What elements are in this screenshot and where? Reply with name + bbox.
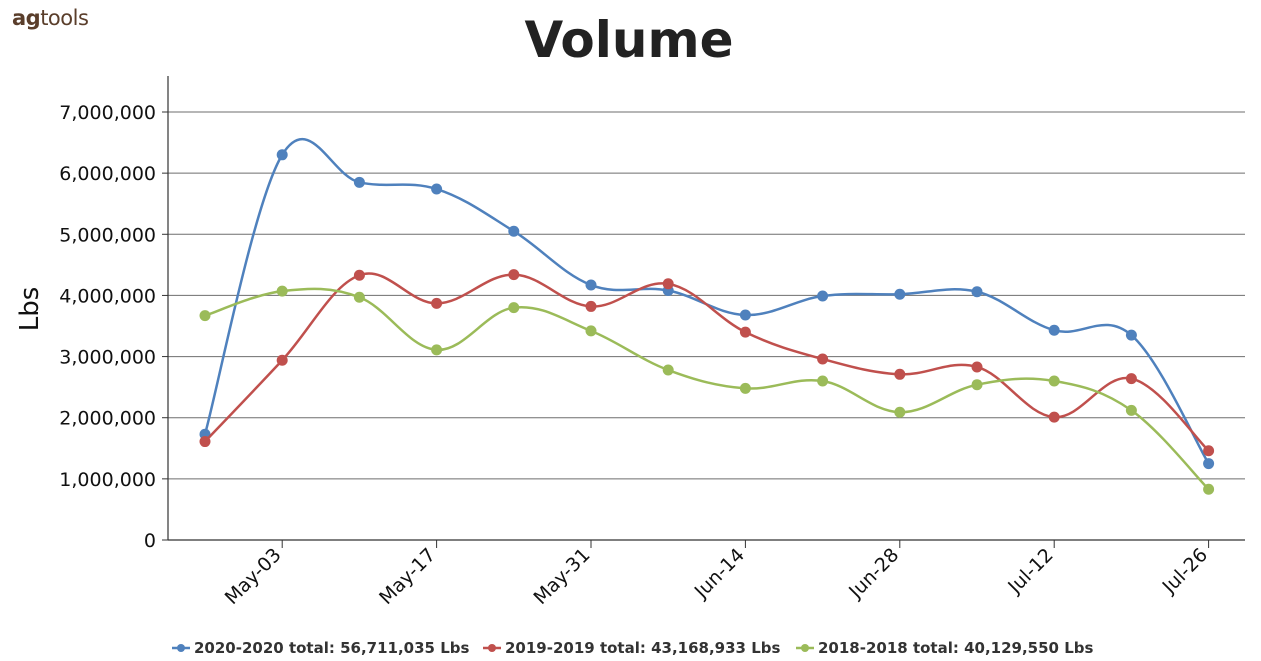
data-point[interactable] xyxy=(1203,445,1215,457)
x-tick-label: Jul-26 xyxy=(1158,544,1212,598)
data-point[interactable] xyxy=(585,279,597,291)
data-point[interactable] xyxy=(585,300,597,312)
y-tick-label: 1,000,000 xyxy=(59,469,156,491)
series-layer xyxy=(199,137,1215,495)
y-axis-label: Lbs xyxy=(15,287,45,332)
data-point[interactable] xyxy=(662,364,674,376)
data-point[interactable] xyxy=(739,309,751,321)
data-point[interactable] xyxy=(508,302,520,314)
data-point[interactable] xyxy=(1048,324,1060,336)
y-axis-ticks: 0 1,000,000 2,000,000 3,000,000 4,000,000 5,0… xyxy=(59,102,168,552)
data-point[interactable] xyxy=(1203,458,1215,470)
y-tick-label: 5,000,000 xyxy=(59,224,156,246)
data-point[interactable] xyxy=(662,278,674,290)
data-point[interactable] xyxy=(585,325,597,337)
data-point[interactable] xyxy=(817,375,829,387)
y-tick-label: 4,000,000 xyxy=(59,285,156,307)
legend-label: 2019-2019 total: 43,168,933 Lbs xyxy=(505,639,780,657)
data-point[interactable] xyxy=(894,368,906,380)
data-point[interactable] xyxy=(894,406,906,418)
data-point[interactable] xyxy=(431,344,443,356)
x-axis-ticks: May-03 May-17 May-31 Jun-14 Jun-28 Jul-12 Jul-… xyxy=(221,540,1212,609)
data-point[interactable] xyxy=(971,379,983,391)
data-point[interactable] xyxy=(1125,373,1137,385)
legend-marker xyxy=(488,644,496,652)
x-tick-label: Jul-12 xyxy=(1003,544,1057,598)
series-1 xyxy=(199,137,1215,470)
agtools-logo: agtools xyxy=(12,6,89,30)
data-point[interactable] xyxy=(353,291,365,303)
data-point[interactable] xyxy=(971,286,983,298)
legend[interactable]: 2020-2020 total: 56,711,035 Lbs 2019-2019… xyxy=(172,639,1093,657)
data-point[interactable] xyxy=(199,436,211,448)
y-tick-label: 7,000,000 xyxy=(59,102,156,124)
x-tick-label: Jun-14 xyxy=(690,544,749,603)
data-point[interactable] xyxy=(739,382,751,394)
data-point[interactable] xyxy=(817,353,829,365)
data-point[interactable] xyxy=(817,290,829,302)
data-point[interactable] xyxy=(199,310,211,322)
legend-label: 2018-2018 total: 40,129,550 Lbs xyxy=(818,639,1093,657)
axes xyxy=(167,76,1245,541)
legend-item-2[interactable]: 2019-2019 total: 43,168,933 Lbs xyxy=(483,639,780,657)
legend-item-1[interactable]: 2020-2020 total: 56,711,035 Lbs xyxy=(172,639,469,657)
y-tick-label: 2,000,000 xyxy=(59,408,156,430)
legend-item-3[interactable]: 2018-2018 total: 40,129,550 Lbs xyxy=(796,639,1093,657)
chart-title: Volume xyxy=(524,11,733,69)
y-tick-label: 6,000,000 xyxy=(59,163,156,185)
data-point[interactable] xyxy=(508,225,520,237)
x-tick-label: May-31 xyxy=(529,544,594,609)
data-point[interactable] xyxy=(1048,375,1060,387)
x-tick-label: May-03 xyxy=(221,544,286,609)
data-point[interactable] xyxy=(1125,404,1137,416)
data-point[interactable] xyxy=(894,288,906,300)
series-3 xyxy=(199,285,1215,495)
data-point[interactable] xyxy=(739,326,751,338)
data-point[interactable] xyxy=(431,297,443,309)
data-point[interactable] xyxy=(276,149,288,161)
legend-label: 2020-2020 total: 56,711,035 Lbs xyxy=(194,639,469,657)
legend-marker xyxy=(177,644,185,652)
data-point[interactable] xyxy=(1203,483,1215,495)
data-point[interactable] xyxy=(431,183,443,195)
data-point[interactable] xyxy=(971,361,983,373)
data-point[interactable] xyxy=(353,176,365,188)
y-tick-label: 0 xyxy=(144,530,156,552)
series-line xyxy=(204,287,1210,491)
data-point[interactable] xyxy=(1048,411,1060,423)
data-point[interactable] xyxy=(1125,329,1137,341)
x-tick-label: Jun-28 xyxy=(844,544,903,603)
data-point[interactable] xyxy=(508,269,520,281)
y-tick-label: 3,000,000 xyxy=(59,347,156,369)
data-point[interactable] xyxy=(276,285,288,297)
data-point[interactable] xyxy=(276,354,288,366)
legend-marker xyxy=(801,644,809,652)
x-tick-label: May-17 xyxy=(375,544,440,609)
series-2 xyxy=(199,269,1215,457)
grid-lines xyxy=(168,111,1245,480)
data-point[interactable] xyxy=(353,269,365,281)
